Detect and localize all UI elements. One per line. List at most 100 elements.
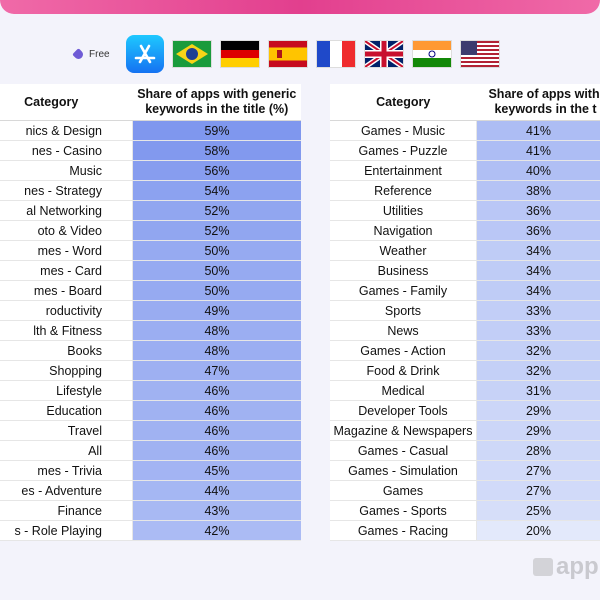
table-row: nes - Casino 58% [0,140,301,161]
category-cell: Entertainment [330,160,477,181]
watermark-logo: app [533,553,599,581]
table-row: Games - Simulation 27% [330,460,600,481]
share-cell: 48% [132,320,301,341]
share-cell: 46% [132,420,301,441]
category-cell: News [330,320,477,341]
category-header: Category [330,84,477,121]
watermark-text: app [556,553,599,580]
app-store-icon[interactable] [125,35,164,73]
germany-flag-icon[interactable] [219,40,260,68]
table-row: Developer Tools 29% [330,400,600,421]
share-cell: 32% [475,340,600,361]
table-row: s - Role Playing 42% [0,520,301,541]
share-cell: 50% [132,260,301,281]
share-cell: 36% [475,220,600,241]
share-cell: 41% [475,120,600,141]
share-header-line1: Share of apps with [488,87,600,101]
category-cell: Games - Racing [330,520,477,541]
share-cell: 40% [475,160,600,181]
share-cell: 44% [132,480,301,501]
spain-flag-icon[interactable] [267,40,308,68]
category-cell: Medical [330,380,477,401]
category-table-right: Category Share of apps with keywords in … [330,84,600,541]
share-header: Share of apps with generic keywords in t… [132,84,301,121]
table-row: mes - Word 50% [0,240,301,261]
category-cell: Games [330,480,477,501]
category-cell: mes - Card [0,260,133,281]
share-cell: 20% [475,520,600,541]
share-cell: 34% [475,260,600,281]
category-cell: es - Adventure [0,480,133,501]
brazil-flag-icon[interactable] [171,40,212,68]
share-cell: 47% [132,360,301,381]
top-accent-bar [0,0,600,14]
share-cell: 43% [132,500,301,521]
tag-icon [72,47,85,61]
share-cell: 42% [132,520,301,541]
category-cell: nes - Strategy [0,180,133,201]
share-header: Share of apps with keywords in the t [476,84,600,121]
category-cell: Games - Puzzle [330,140,477,161]
table-row: Games - Casual 28% [330,440,600,461]
share-cell: 50% [132,280,301,301]
share-cell: 52% [132,200,301,221]
share-cell: 29% [475,400,600,421]
share-cell: 46% [132,400,301,421]
table-row: Games - Puzzle 41% [330,140,600,161]
table-row: Music 56% [0,160,301,181]
table-row: News 33% [330,320,600,341]
table-row: Games - Action 32% [330,340,600,361]
share-cell: 25% [475,500,600,521]
free-filter-chip[interactable]: Free [70,45,114,63]
category-cell: Lifestyle [0,380,133,401]
table-row: All 46% [0,440,301,461]
category-header: Category [0,84,133,121]
table-row: Books 48% [0,340,301,361]
share-cell: 49% [132,300,301,321]
usa-flag-icon[interactable] [459,40,500,68]
table-row: Medical 31% [330,380,600,401]
table-row: Games - Music 41% [330,120,600,141]
share-cell: 32% [475,360,600,381]
table-row: nics & Design 59% [0,120,301,141]
free-label: Free [89,48,110,60]
share-cell: 48% [132,340,301,361]
category-cell: All [0,440,133,461]
share-cell: 52% [132,220,301,241]
share-cell: 46% [132,380,301,401]
share-cell: 27% [475,460,600,481]
category-cell: Education [0,400,133,421]
share-cell: 33% [475,320,600,341]
table-row: Games - Racing 20% [330,520,600,541]
category-cell: nics & Design [0,120,133,141]
category-cell: s - Role Playing [0,520,133,541]
category-cell: Shopping [0,360,133,381]
table-row: Travel 46% [0,420,301,441]
share-cell: 50% [132,240,301,261]
share-cell: 54% [132,180,301,201]
share-cell: 45% [132,460,301,481]
filter-bar: Free [70,34,508,74]
table-row: mes - Trivia 45% [0,460,301,481]
table-row: Navigation 36% [330,220,600,241]
category-cell: lth & Fitness [0,320,133,341]
table-row: al Networking 52% [0,200,301,221]
category-cell: Games - Family [330,280,477,301]
category-cell: Food & Drink [330,360,477,381]
india-flag-icon[interactable] [411,40,452,68]
table-row: Food & Drink 32% [330,360,600,381]
category-cell: Weather [330,240,477,261]
table-row: Finance 43% [0,500,301,521]
share-cell: 56% [132,160,301,181]
france-flag-icon[interactable] [315,40,356,68]
category-cell: Music [0,160,133,181]
table-row: Business 34% [330,260,600,281]
share-cell: 59% [132,120,301,141]
table-row: Education 46% [0,400,301,421]
uk-flag-icon[interactable] [363,40,404,68]
share-header-line1: Share of apps with generic [137,87,297,101]
category-cell: Developer Tools [330,400,477,421]
table-row: lth & Fitness 48% [0,320,301,341]
table-row: es - Adventure 44% [0,480,301,501]
category-cell: Sports [330,300,477,321]
